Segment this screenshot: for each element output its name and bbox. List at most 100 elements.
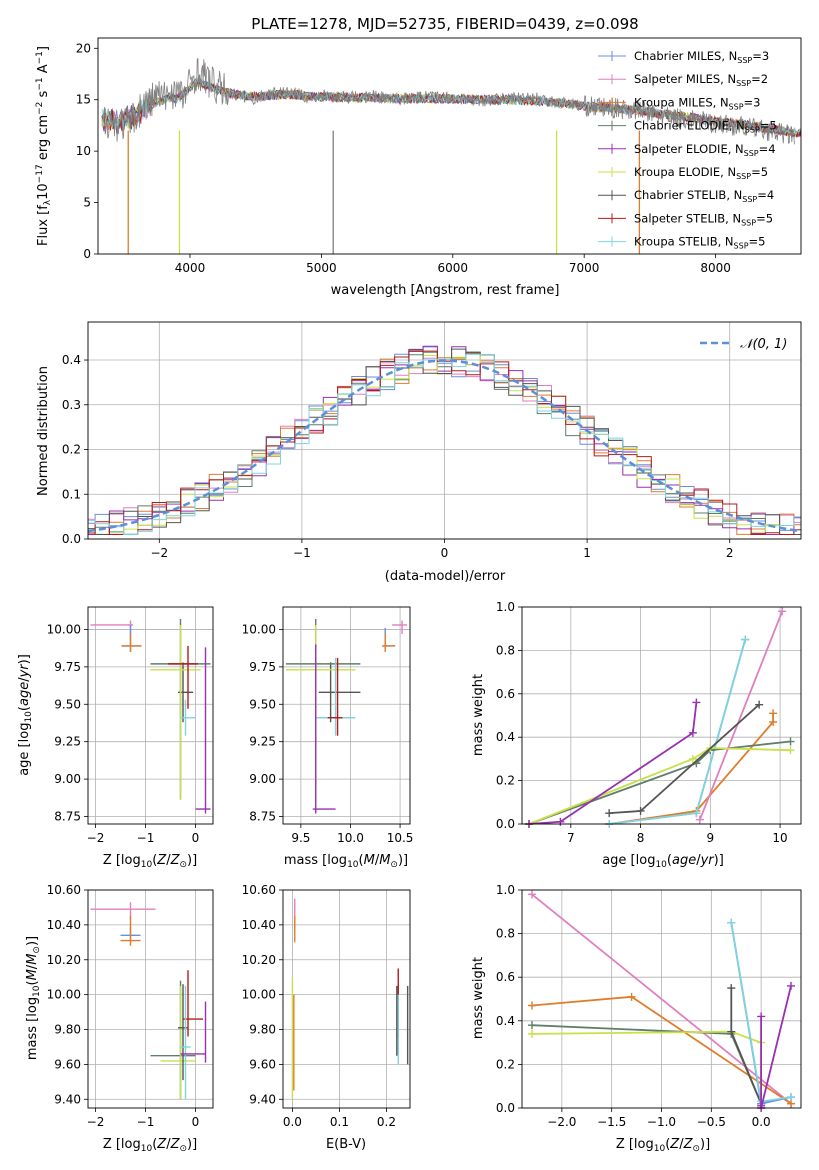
legend-label: Kroupa MILES, NSSP=3	[634, 95, 760, 111]
legend-label: Chabrier MILES, NSSP=3	[634, 49, 769, 65]
legend-label-count: =3	[744, 95, 761, 109]
y-tick-label: 0.6	[496, 970, 515, 984]
y-tick-label: 10.60	[47, 883, 81, 897]
x-tick-label: 10.5	[387, 831, 414, 845]
y-tick-label: 10.20	[47, 953, 81, 967]
age-z-plot-area: −2 −1 0 8.75 9.00 9.25 9.50 9.75 10.00	[47, 606, 214, 845]
legend-label: Chabrier STELIB, NSSP=4	[634, 188, 774, 204]
weight-line-salpeter-miles	[531, 893, 792, 1105]
weight-marker	[692, 698, 701, 707]
spectrum-legend: Chabrier MILES, NSSP=3 Salpeter MILES, NS…	[598, 49, 777, 251]
x-tick-label: 10.0	[337, 831, 364, 845]
spectrum-panel: 4000 5000 6000 7000 8000 0 5 10 15 20 wavelength …	[35, 37, 802, 298]
legend-label: Salpeter ELODIE, NSSP=4	[634, 142, 776, 158]
y-tick-label: 8.75	[54, 810, 81, 824]
weight-marker	[741, 635, 750, 644]
mass-ebv-plot-area: 0.0 0.1 0.2 9.40 9.60 9.80 10.00 10.20 10.40 10.6…	[242, 883, 411, 1129]
legend-label-subscript: SSP	[729, 102, 744, 111]
legend-label-subscript: SSP	[734, 242, 749, 251]
legend-label-name: Kroupa STELIB, N	[634, 235, 734, 249]
legend-label-name: Salpeter ELODIE, N	[634, 142, 744, 156]
y-tick-label: 10.40	[47, 918, 81, 932]
y-tick-label: 0.4	[496, 730, 515, 744]
weight-marker	[769, 709, 778, 718]
y-tick-label: 20	[76, 41, 91, 55]
y-tick-label: 1.0	[496, 600, 515, 614]
legend-label-count: =2	[751, 72, 768, 86]
y-tick-label: 0.2	[62, 443, 81, 457]
y-tick-label: 0.4	[62, 353, 81, 367]
weight-line-kroupa-elodie	[531, 1030, 762, 1108]
x-tick-label: 8	[637, 831, 645, 845]
y-tick-label: 10.40	[242, 918, 276, 932]
legend-label: Kroupa ELODIE, NSSP=5	[634, 165, 768, 181]
legend-label-name: Kroupa ELODIE, N	[634, 165, 736, 179]
residual-legend: 𝒩(0, 1)	[700, 337, 787, 352]
legend-label-subscript: SSP	[745, 126, 760, 135]
weight-z-panel: −2.0 −1.5 −1.0 −0.5 0.0 0.0 0.2 0.4 0.6 0.8 1.0 Z …	[471, 883, 802, 1154]
legend-label: Salpeter STELIB, NSSP=5	[634, 211, 773, 227]
weight-age-xlabel: age [log10(age/yr)]	[602, 853, 724, 870]
legend-label-count: =5	[751, 165, 768, 179]
weight-marker	[786, 737, 795, 746]
weight-marker	[778, 607, 787, 616]
weight-marker	[755, 700, 764, 709]
x-tick-label: 7	[567, 831, 575, 845]
x-tick-label: 7000	[569, 261, 600, 275]
normal-legend-label: 𝒩(0, 1)	[740, 337, 787, 352]
y-tick-label: 0.4	[496, 1014, 515, 1028]
y-tick-label: 9.75	[54, 660, 81, 674]
weight-marker	[786, 746, 795, 755]
legend-label-name: Salpeter STELIB, N	[634, 211, 741, 225]
axes-frame	[87, 606, 214, 825]
y-tick-label: 9.50	[54, 697, 81, 711]
x-tick-label: −2.0	[547, 1115, 576, 1129]
y-tick-label: 9.40	[249, 1092, 276, 1106]
x-tick-label: −2	[150, 546, 168, 560]
axes-frame	[87, 321, 802, 540]
y-tick-label: 9.50	[249, 697, 276, 711]
x-tick-label: 0	[441, 546, 449, 560]
weight-marker	[605, 809, 614, 818]
legend-label-count: =3	[752, 49, 769, 63]
y-tick-label: 9.60	[249, 1057, 276, 1071]
histogram-chabrier-miles	[88, 346, 801, 535]
weight-line-salpeter-miles	[699, 610, 784, 821]
y-tick-label: 9.25	[54, 735, 81, 749]
legend-label: Salpeter MILES, NSSP=2	[634, 72, 768, 88]
y-tick-label: 5	[83, 196, 91, 210]
weight-line-chabrier-miles	[609, 639, 747, 825]
spectrum-plot-area: 4000 5000 6000 7000 8000 0 5 10 15 20	[76, 37, 802, 275]
weight-marker	[787, 1093, 796, 1102]
x-tick-label: 5000	[306, 261, 337, 275]
legend-label-count: =4	[759, 142, 776, 156]
legend-label-subscript: SSP	[736, 172, 751, 181]
x-tick-label: −1	[137, 831, 155, 845]
x-tick-label: −1	[137, 1115, 155, 1129]
y-tick-label: 0.0	[496, 1101, 515, 1115]
legend-label-count: =5	[749, 235, 766, 249]
weight-line-kroupa-miles	[609, 713, 774, 825]
y-tick-label: 0.8	[496, 927, 515, 941]
weight-marker	[727, 984, 736, 993]
weight-marker	[527, 1029, 536, 1038]
x-tick-label: 10	[772, 831, 787, 845]
weight-marker	[727, 918, 736, 927]
axes-frame	[97, 37, 802, 255]
y-tick-label: 9.00	[54, 772, 81, 786]
weight-marker	[636, 806, 645, 815]
y-tick-label: 9.60	[54, 1057, 81, 1071]
y-tick-label: 9.40	[54, 1092, 81, 1106]
y-tick-label: 0.1	[62, 487, 81, 501]
mass-z-plot-area: −2 −1 0 9.40 9.60 9.80 10.00 10.20 10.40 10.60	[47, 883, 214, 1129]
y-tick-label: 1.0	[496, 883, 515, 897]
weight-z-xlabel: Z [log10(Z/Z⊙)]	[616, 1137, 710, 1154]
x-tick-label: −0.5	[697, 1115, 726, 1129]
x-tick-label: −2	[87, 1115, 105, 1129]
mass-ebv-xlabel: E(B-V)	[326, 1137, 366, 1152]
observed-spectrum-line	[102, 57, 795, 145]
x-tick-label: 1	[583, 546, 591, 560]
age-z-xlabel: Z [log10(Z/Z⊙)]	[103, 853, 197, 870]
y-tick-label: 10.00	[242, 622, 276, 636]
